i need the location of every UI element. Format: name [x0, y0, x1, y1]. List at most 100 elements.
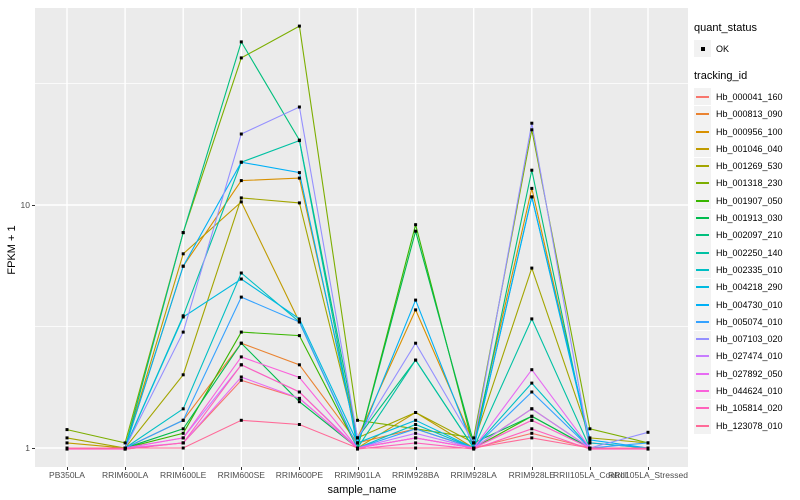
legend-item-Hb_005074_010: Hb_005074_010 [694, 313, 798, 331]
legend-line-icon [696, 286, 709, 289]
chart-canvas [35, 8, 688, 467]
point-marker-icon [700, 46, 705, 51]
x-tick-mark [357, 467, 359, 470]
legend-key-swatch [694, 417, 711, 435]
legend-item-Hb_044624_010: Hb_044624_010 [694, 382, 798, 400]
legend-item-Hb_001046_040: Hb_001046_040 [694, 140, 798, 158]
legend-title-quant-status: quant_status [694, 22, 757, 34]
legend-item-Hb_002335_010: Hb_002335_010 [694, 261, 798, 279]
legend: quant_status OK tracking_id Hb_000041_16… [694, 22, 798, 435]
x-tick-label: RRIM928LA [450, 470, 497, 480]
x-tick-mark [241, 467, 243, 470]
x-tick-label: RRIM928BA [391, 470, 440, 480]
x-tick-mark [415, 467, 417, 470]
y-tick-label: 10 [20, 200, 30, 210]
legend-key-swatch [694, 209, 711, 227]
x-tick-mark [183, 467, 185, 470]
legend-line-icon [696, 320, 709, 323]
legend-item-Hb_105814_020: Hb_105814_020 [694, 399, 798, 417]
legend-line-icon [696, 424, 709, 427]
legend-item-label: OK [716, 43, 730, 54]
legend-line-icon [696, 372, 709, 375]
x-tick-label: RRIM600PE [275, 470, 324, 480]
legend-line-icon [696, 182, 709, 185]
legend-line-icon [696, 251, 709, 254]
legend-item-label: Hb_000813_090 [716, 109, 783, 120]
x-tick-mark [531, 467, 533, 470]
legend-item-label: Hb_001318_230 [716, 178, 783, 189]
x-tick-mark [473, 467, 475, 470]
legend-line-icon [696, 234, 709, 237]
legend-item-Hb_001913_030: Hb_001913_030 [694, 209, 798, 227]
legend-line-icon [696, 95, 709, 98]
legend-item-label: Hb_027892_050 [716, 368, 783, 379]
legend-key-swatch [694, 347, 711, 365]
legend-item-Hb_027892_050: Hb_027892_050 [694, 365, 798, 383]
legend-key-swatch [694, 105, 711, 123]
legend-line-icon [696, 355, 709, 358]
x-tick-label: RRII105LA_Control [553, 470, 627, 480]
x-tick-label: RRIM901LA [334, 470, 381, 480]
legend-item-label: Hb_000041_160 [716, 91, 783, 102]
plot-panel [35, 8, 688, 467]
x-axis-title: sample_name [327, 484, 397, 496]
x-tick-label: RRIM600LA [101, 470, 149, 480]
y-axis-title: FPKM + 1 [6, 225, 18, 275]
legend-key-swatch [694, 40, 711, 58]
legend-item-label: Hb_007103_020 [716, 334, 783, 345]
y-tick-mark [32, 448, 35, 449]
legend-item-label: Hb_002097_210 [716, 230, 783, 241]
legend-key-swatch [694, 330, 711, 348]
legend-line-icon [696, 338, 709, 341]
legend-line-icon [696, 389, 709, 392]
x-tick-label: RRII105LA_Stressed [608, 470, 688, 480]
x-tick-mark [125, 467, 127, 470]
legend-item-Hb_007103_020: Hb_007103_020 [694, 330, 798, 348]
legend-item-Hb_002097_210: Hb_002097_210 [694, 226, 798, 244]
legend-item-label: Hb_002250_140 [716, 247, 783, 258]
legend-key-swatch [694, 399, 711, 417]
legend-item-Hb_001269_530: Hb_001269_530 [694, 157, 798, 175]
legend-item-Hb_004218_290: Hb_004218_290 [694, 278, 798, 296]
x-tick-mark [648, 467, 649, 470]
legend-key-swatch [694, 226, 711, 244]
legend-tracking-items: Hb_000041_160 Hb_000813_090 Hb_000956_100 H… [694, 88, 798, 435]
legend-key-swatch [694, 123, 711, 141]
legend-key-swatch [694, 244, 711, 262]
legend-item-Hb_000041_160: Hb_000041_160 [694, 88, 798, 106]
legend-key-swatch [694, 140, 711, 158]
legend-line-icon [696, 199, 709, 202]
legend-key-swatch [694, 313, 711, 331]
legend-title-tracking-id: tracking_id [694, 70, 748, 83]
x-tick-label: RRIM600SE [217, 470, 265, 480]
legend-item-Hb_027474_010: Hb_027474_010 [694, 347, 798, 365]
legend-line-icon [696, 407, 709, 410]
x-tick-mark [67, 467, 68, 470]
legend-item-Hb_002250_140: Hb_002250_140 [694, 244, 798, 262]
legend-item-label: Hb_002335_010 [716, 264, 783, 275]
legend-line-icon [696, 217, 709, 220]
legend-item-label: Hb_001046_040 [716, 143, 783, 154]
legend-key-swatch [694, 365, 711, 383]
legend-key-swatch [694, 296, 711, 313]
legend-item-label: Hb_005074_010 [716, 316, 783, 327]
x-tick-mark [299, 467, 301, 470]
legend-line-icon [696, 268, 709, 271]
x-tick-mark [589, 467, 591, 470]
legend-key-swatch [694, 261, 711, 279]
legend-item-label: Hb_044624_010 [716, 385, 783, 396]
legend-item-Hb_001907_050: Hb_001907_050 [694, 192, 798, 210]
y-tick-mark [32, 205, 35, 206]
legend-item-label: Hb_001913_030 [716, 213, 783, 224]
legend-key-swatch [694, 278, 711, 296]
legend-key-swatch [694, 192, 711, 210]
y-tick-label: 1 [25, 443, 30, 453]
legend-item-ok: OK [694, 40, 798, 58]
legend-item-label: Hb_001269_530 [716, 161, 783, 172]
x-tick-label: RRIM600LE [160, 470, 207, 480]
legend-item-Hb_123078_010: Hb_123078_010 [694, 417, 798, 435]
legend-item-label: Hb_001907_050 [716, 195, 783, 206]
legend-item-Hb_000813_090: Hb_000813_090 [694, 105, 798, 123]
legend-line-icon [696, 130, 709, 133]
